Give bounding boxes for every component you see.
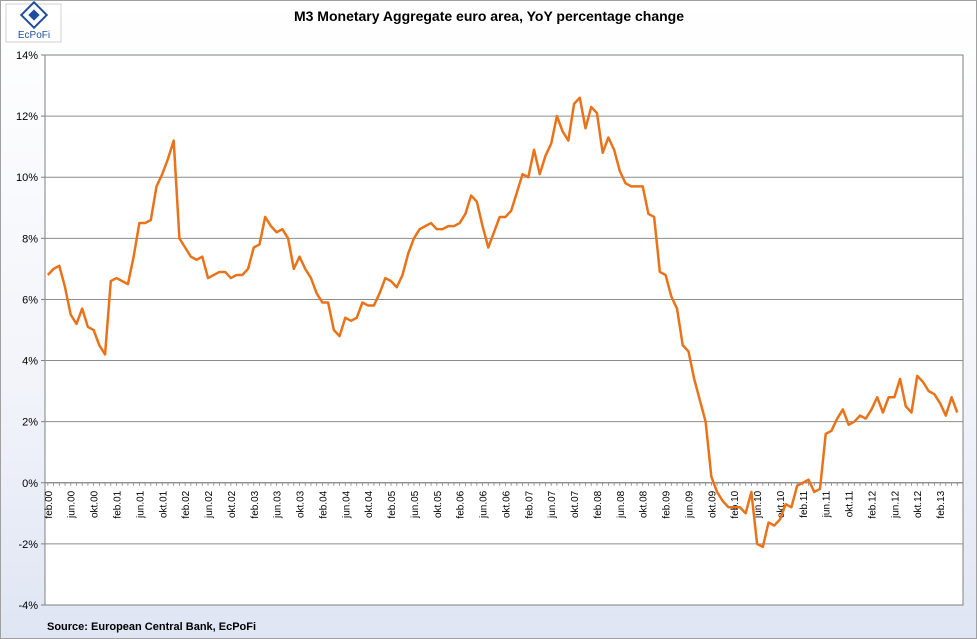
x-tick-label: jun.12 bbox=[890, 490, 901, 519]
x-tick-label: feb.02 bbox=[181, 490, 192, 518]
y-tick-label: 2% bbox=[22, 417, 38, 429]
x-tick-label: okt.02 bbox=[227, 490, 238, 518]
x-tick-label: jun.10 bbox=[753, 490, 764, 519]
y-tick-label: 4% bbox=[22, 356, 38, 368]
x-tick-label: jun.07 bbox=[547, 490, 558, 519]
logo-diamond-inner bbox=[28, 9, 40, 21]
x-tick-label: okt.04 bbox=[364, 490, 375, 518]
x-tick-label: feb.01 bbox=[112, 490, 123, 518]
x-tick-label: feb.05 bbox=[387, 490, 398, 518]
x-tick-label: okt.10 bbox=[776, 490, 787, 518]
plot-area bbox=[44, 54, 964, 606]
x-tick-label: feb.09 bbox=[662, 490, 673, 518]
x-tick-label: feb.11 bbox=[799, 490, 810, 517]
x-tick-label: feb.03 bbox=[250, 490, 261, 518]
x-tick-label: feb.00 bbox=[44, 490, 55, 518]
x-tick-label: okt.00 bbox=[90, 490, 101, 518]
x-tick-label: okt.03 bbox=[296, 490, 307, 518]
y-tick-label: 14% bbox=[16, 50, 38, 62]
x-tick-label: feb.08 bbox=[593, 490, 604, 518]
x-tick-label: okt.07 bbox=[570, 490, 581, 518]
x-tick-label: okt.05 bbox=[433, 490, 444, 518]
y-axis-ticks: -4% -2% 0% 2% 4% 6% 8% 10% 12% 14% bbox=[16, 50, 45, 612]
x-tick-label: feb.07 bbox=[524, 490, 535, 518]
logo-mark bbox=[19, 1, 49, 30]
x-tick-label: feb.12 bbox=[867, 490, 878, 518]
x-tick-label: okt.06 bbox=[501, 490, 512, 518]
source-note: Source: European Central Bank, EcPoFi bbox=[47, 621, 256, 633]
chart-title: M3 Monetary Aggregate euro area, YoY per… bbox=[294, 8, 684, 24]
y-tick-label: -4% bbox=[18, 600, 38, 612]
x-tick-label: okt.11 bbox=[845, 490, 856, 517]
x-tick-label: jun.11 bbox=[822, 490, 833, 518]
x-tick-label: feb.10 bbox=[730, 490, 741, 518]
x-tick-label: jun.04 bbox=[341, 490, 352, 519]
series-line-m3 bbox=[46, 96, 959, 549]
x-tick-label: okt.01 bbox=[158, 490, 169, 518]
x-tick-label: feb.13 bbox=[936, 490, 947, 518]
x-tick-label: jun.01 bbox=[135, 490, 146, 519]
y-tick-label: 12% bbox=[16, 111, 38, 123]
y-tick-label: 10% bbox=[16, 172, 38, 184]
logo: EcPoFi bbox=[5, 1, 62, 43]
x-tick-label: jun.05 bbox=[410, 490, 421, 519]
x-tick-label: jun.02 bbox=[204, 490, 215, 519]
x-axis-ticks: feb.00 jun.00 okt.00 feb.01 jun.01 okt.01 feb.… bbox=[44, 482, 958, 519]
y-tick-label: 8% bbox=[22, 233, 38, 245]
logo-text: EcPoFi bbox=[18, 30, 50, 41]
x-tick-label: okt.12 bbox=[913, 490, 924, 518]
x-tick-label: jun.06 bbox=[479, 490, 490, 519]
x-tick-label: feb.04 bbox=[318, 490, 329, 518]
x-tick-label: jun.03 bbox=[273, 490, 284, 519]
x-tick-label: okt.09 bbox=[707, 490, 718, 518]
y-tick-label: 6% bbox=[22, 294, 38, 306]
x-tick-label: jun.08 bbox=[616, 490, 627, 519]
x-tick-label: jun.09 bbox=[684, 490, 695, 519]
x-tick-label: feb.06 bbox=[456, 490, 467, 518]
x-tick-label: jun.00 bbox=[67, 490, 78, 519]
y-tick-label: -2% bbox=[18, 539, 38, 551]
x-tick-label: okt.08 bbox=[639, 490, 650, 518]
y-tick-label: 0% bbox=[22, 478, 38, 490]
logo-diamond-outer bbox=[19, 1, 49, 30]
